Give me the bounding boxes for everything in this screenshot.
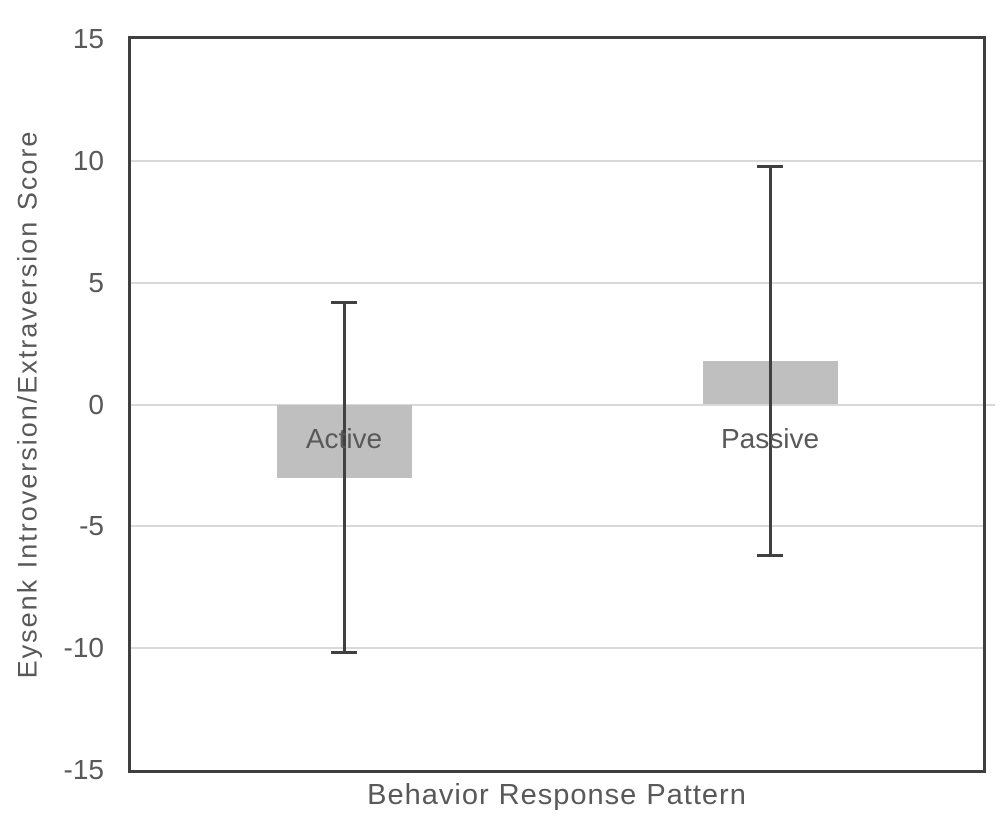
y-tick-label: 15 <box>72 23 104 54</box>
gridline-y--5 <box>131 525 983 528</box>
y-tick-label: 0 <box>88 388 104 420</box>
y-tick-label: -5 <box>79 510 104 542</box>
gridline-y-10 <box>131 159 983 162</box>
x-axis-title: Behavior Response Pattern <box>367 779 747 811</box>
y-tick-label: -10 <box>63 632 104 664</box>
gridline-y-5 <box>131 281 983 284</box>
zero-right-tick <box>986 403 995 406</box>
error-bar-line-passive <box>768 165 772 556</box>
y-tick-label: 5 <box>88 266 104 298</box>
error-bar-cap-bottom-active <box>331 651 357 655</box>
category-label-passive: Passive <box>720 422 820 454</box>
category-label-active: Active <box>305 422 383 454</box>
error-bar-cap-bottom-passive <box>757 553 783 557</box>
y-tick-label: 10 <box>72 144 104 176</box>
gridline-y--10 <box>131 647 983 650</box>
y-tick-label: -15 <box>63 754 104 785</box>
gridline-y-0 <box>131 403 983 406</box>
error-bar-cap-top-passive <box>757 164 783 168</box>
error-bar-cap-top-active <box>331 301 357 305</box>
error-bar-line-active <box>342 302 346 654</box>
plot-area-border <box>128 36 986 773</box>
